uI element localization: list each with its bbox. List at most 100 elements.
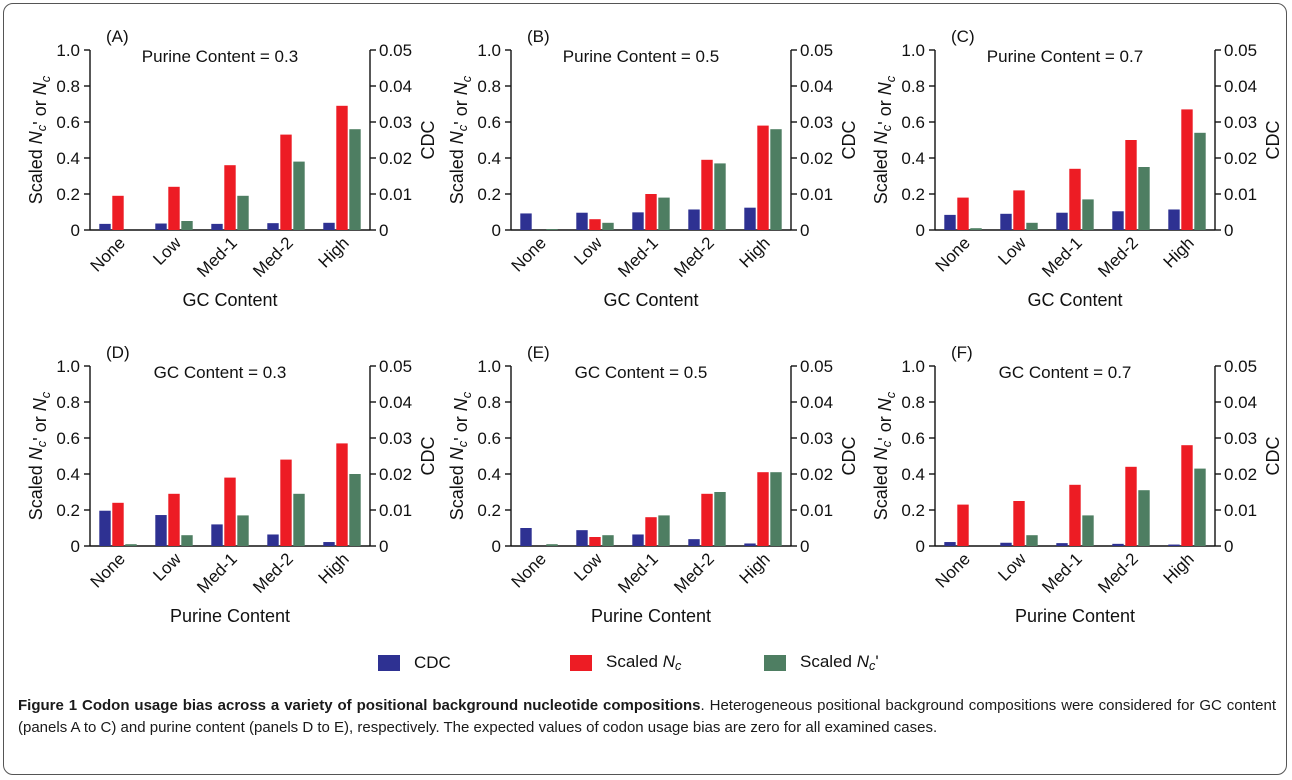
bar-cdc-high — [1168, 544, 1180, 546]
bar-cdc-high — [1168, 209, 1180, 230]
bar-scaled-nc-high — [770, 129, 782, 230]
tick-label-right: 0.01 — [379, 185, 412, 204]
bar-scaled-nc-low — [1026, 535, 1038, 546]
tick-label-right: 0 — [1224, 221, 1233, 240]
bar-cdc-high — [323, 542, 335, 546]
bar-cdc-low — [1000, 542, 1012, 546]
tick-label-left: 0.8 — [477, 77, 501, 96]
bar-cdc-none — [520, 213, 532, 230]
bar-scaled-nc-low — [181, 221, 193, 230]
tick-label-right: 0.05 — [800, 41, 833, 60]
bar-cdc-low — [1000, 213, 1012, 230]
tick-label-right: 0.04 — [379, 393, 412, 412]
y-axis-label-right: CDC — [1263, 121, 1283, 160]
bar-scaled-nc-none — [957, 197, 969, 230]
tick-label-left: 0.4 — [56, 465, 80, 484]
bar-scaled-nc-med-2 — [280, 134, 292, 230]
tick-label-right: 0.04 — [1224, 393, 1257, 412]
bar-scaled-nc-low — [181, 535, 193, 546]
tick-label-left: 0 — [916, 537, 925, 556]
tick-label-left: 0.2 — [56, 185, 80, 204]
tick-label-left: 0 — [71, 221, 80, 240]
bar-cdc-med-1 — [211, 524, 223, 546]
legend-swatch-cdc — [378, 655, 400, 671]
tick-label-left: 0.6 — [477, 429, 501, 448]
tick-label-right: 0.04 — [379, 77, 412, 96]
category-label: High — [1160, 233, 1198, 271]
panel-letter: (C) — [951, 27, 975, 46]
tick-label-left: 1.0 — [477, 357, 501, 376]
tick-label-right: 0.01 — [379, 501, 412, 520]
bar-scaled-nc-med-2 — [701, 159, 713, 230]
bar-scaled-nc-none — [112, 502, 124, 546]
tick-label-left: 0.4 — [477, 149, 501, 168]
tick-label-left: 1.0 — [901, 357, 925, 376]
category-label: None — [87, 549, 129, 591]
panel-d: 0 0.2 0.4 0.6 0.8 1.0 0 0.01 0.02 0.03 0.04 0.05 Non… — [26, 343, 438, 626]
tick-label-right: 0.03 — [1224, 429, 1257, 448]
tick-label-left: 0.8 — [901, 393, 925, 412]
panel-title: GC Content = 0.7 — [999, 363, 1132, 382]
tick-label-left: 0.6 — [56, 429, 80, 448]
bar-scaled-nc-low — [1013, 501, 1025, 546]
bar-cdc-none — [99, 510, 111, 546]
y-axis-label-left: Scaled Nc' or Nc — [871, 75, 898, 204]
bar-scaled-nc-none — [125, 544, 137, 546]
tick-label-right: 0.01 — [1224, 185, 1257, 204]
tick-label-left: 1.0 — [56, 41, 80, 60]
y-axis-label-right: CDC — [839, 121, 859, 160]
bar-scaled-nc-med-2 — [714, 163, 726, 230]
x-axis-label: GC Content — [1027, 290, 1122, 310]
bar-scaled-nc-high — [349, 129, 361, 230]
bar-cdc-med-2 — [1112, 543, 1124, 546]
bar-scaled-nc-high — [349, 474, 361, 546]
legend-label-scaled-ncp: Scaled Nc' — [800, 652, 879, 674]
category-label: Med-2 — [1094, 233, 1142, 281]
bar-cdc-med-2 — [267, 223, 279, 230]
category-label: None — [508, 233, 550, 275]
bar-cdc-med-1 — [1056, 212, 1068, 230]
tick-label-right: 0.04 — [1224, 77, 1257, 96]
bar-scaled-nc-high — [336, 443, 348, 546]
x-axis-label: GC Content — [182, 290, 277, 310]
panel-letter: (E) — [527, 343, 550, 362]
bar-cdc-high — [744, 543, 756, 546]
x-axis-label: Purine Content — [170, 606, 290, 626]
bar-cdc-low — [155, 223, 167, 230]
bar-scaled-nc-low — [168, 186, 180, 230]
bar-cdc-none — [944, 214, 956, 230]
panel-f: 0 0.2 0.4 0.6 0.8 1.0 0 0.01 0.02 0.03 0.04 0.05 Non… — [871, 343, 1283, 626]
category-label: Low — [149, 549, 185, 585]
bar-scaled-nc-high — [336, 105, 348, 230]
bar-scaled-nc-low — [1013, 190, 1025, 230]
panel-title: Purine Content = 0.3 — [142, 47, 298, 66]
tick-label-left: 0.4 — [901, 465, 925, 484]
bar-scaled-nc-med-2 — [1138, 490, 1150, 546]
tick-label-right: 0.01 — [1224, 501, 1257, 520]
bar-scaled-nc-med-1 — [1069, 168, 1081, 230]
tick-label-right: 0.02 — [800, 149, 833, 168]
tick-label-right: 0.05 — [379, 41, 412, 60]
tick-label-right: 0.02 — [800, 465, 833, 484]
panel-letter: (B) — [527, 27, 550, 46]
category-label: Low — [994, 233, 1030, 269]
bar-scaled-nc-low — [168, 493, 180, 546]
y-axis-label-left: Scaled Nc' or Nc — [447, 75, 474, 204]
tick-label-left: 0.8 — [56, 77, 80, 96]
panel-letter: (D) — [106, 343, 130, 362]
panel-title: Purine Content = 0.7 — [987, 47, 1143, 66]
legend-swatch-scaled-nc — [570, 655, 592, 671]
bar-scaled-nc-med-1 — [237, 515, 249, 546]
bar-scaled-nc-low — [602, 535, 614, 546]
bar-scaled-nc-low — [589, 537, 601, 546]
tick-label-left: 0.2 — [56, 501, 80, 520]
tick-label-right: 0.03 — [800, 113, 833, 132]
x-axis-label: GC Content — [603, 290, 698, 310]
tick-label-left: 0.4 — [901, 149, 925, 168]
panel-letter: (F) — [951, 343, 973, 362]
bar-scaled-nc-none — [546, 544, 558, 546]
bar-scaled-nc-med-2 — [714, 492, 726, 546]
panel-title: GC Content = 0.5 — [575, 363, 708, 382]
bar-scaled-nc-med-2 — [293, 493, 305, 546]
bar-scaled-nc-med-1 — [645, 517, 657, 546]
